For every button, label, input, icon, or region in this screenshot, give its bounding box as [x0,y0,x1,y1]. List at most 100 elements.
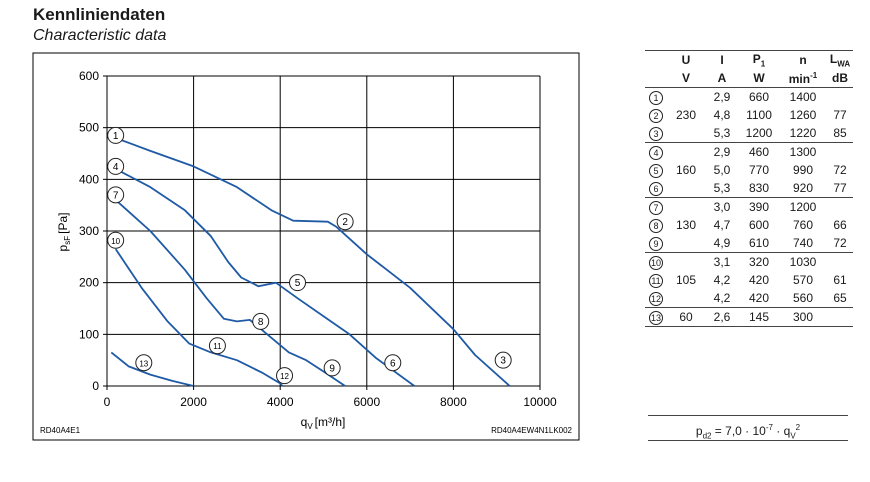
header-l: LWA [827,50,853,69]
formula: pd2 = 7,0 · 10-7 · qV2 [648,415,848,441]
curve-marker: 11 [208,337,226,355]
marker-label: 2 [342,217,348,228]
y-tick-label: 100 [79,327,99,341]
cell-n: 1400 [789,90,817,104]
cell-u [667,253,705,272]
cell-i: 3,0 [713,200,731,214]
cell-p: 830 [739,179,779,198]
y-axis-label-sub: sF [63,236,72,245]
header-u: U [667,50,705,69]
curve-marker: 2 [336,213,354,231]
curve-13 [110,351,194,387]
marker-label: 11 [213,342,222,351]
cell-u: 60 [667,307,705,327]
table-row: 5 160 5,0 770 990 72 [645,161,853,179]
table-row: 10 3,1 320 1030 [645,253,853,272]
x-tick-label: 6000 [353,395,380,409]
row-number-circle: 3 [649,126,663,141]
cell-l: 61 [833,273,847,287]
cell-i: 4,9 [705,234,739,253]
y-tick-label: 0 [92,379,99,393]
table-row: 11 105 4,2 420 570 61 [645,271,853,289]
cell-p: 610 [739,234,779,253]
curve-marker: 10 [107,231,125,249]
cell-p: 145 [739,307,779,327]
table-units-row: V A W min-1 dB [645,69,853,88]
table-row: 13 60 2,6 145 300 [645,307,853,327]
cell-i: 3,1 [713,255,731,269]
chart-ticks: 0 2000 4000 6000 8000 10000 0 100 200 300 400 500 60… [79,69,557,409]
chart-frame [32,52,580,441]
y-axis-label-unit: [Pa] [56,213,70,234]
row-number-circle: 5 [649,163,663,178]
formula-lhs-sub: d2 [702,431,712,441]
cell-l: 77 [833,108,847,122]
y-tick-label: 200 [79,276,99,290]
x-tick-label: 4000 [267,395,294,409]
header-i: I [705,50,739,69]
marker-circle [135,354,153,372]
cell-p: 660 [748,90,770,104]
header-n: n [779,50,827,69]
cell-u: 130 [675,218,697,232]
curve-marker: 9 [323,359,341,377]
cell-u [667,179,705,198]
cell-p: 460 [748,145,770,159]
cell-l [827,88,853,107]
marker-label: 3 [500,356,506,367]
marker-circle [276,367,294,385]
cell-u [667,234,705,253]
unit-u: V [667,69,705,88]
cell-n: 1260 [789,108,817,122]
cell-n: 560 [779,289,827,308]
x-tick-label: 10000 [523,395,557,409]
header-l-label: L [829,51,838,66]
x-tick-label: 2000 [180,395,207,409]
cell-p: 420 [739,289,779,308]
curve-7-8-9 [115,199,346,387]
curve-marker: 13 [135,354,153,372]
marker-circle [323,359,341,377]
cell-l: 72 [827,234,853,253]
x-tick-label: 0 [104,395,111,409]
cell-i: 4,8 [713,108,731,122]
cell-u [667,88,705,107]
curve-1-2-3 [115,137,511,387]
cell-p: 420 [748,273,770,287]
cell-l [827,143,853,162]
cell-p: 1100 [746,108,772,122]
cell-n: 1200 [789,200,817,214]
cell-l [827,307,853,327]
cell-i: 2,9 [713,90,731,104]
curve-4-5-6 [115,168,415,387]
page-title: Kennliniendaten [33,5,166,24]
unit-i: A [705,69,739,88]
cell-u [667,198,705,217]
table-row: 7 3,0 390 1200 [645,198,853,217]
marker-circle [289,274,307,292]
page-subtitle: Characteristic data [33,27,167,44]
row-number-cell: 3 [645,124,667,143]
cell-n: 300 [779,307,827,327]
table-row: 2 230 4,8 1100 1260 77 [645,106,853,124]
row-number-cell: 10 [645,253,667,272]
marker-label: 10 [111,237,120,246]
header-l-sub: WA [837,59,851,69]
row-number-cell: 6 [645,179,667,198]
row-number-cell: 1 [645,88,667,107]
cell-l: 85 [827,124,853,143]
row-number-circle: 2 [649,108,663,123]
marker-label: 7 [113,190,119,201]
cell-p: 320 [748,255,770,269]
table-row: 9 4,9 610 740 72 [645,234,853,253]
cell-l [827,198,853,217]
header-num [645,50,667,69]
row-number-circle: 10 [649,255,663,270]
row-number-cell: 13 [645,307,667,327]
cell-u: 160 [675,163,697,177]
row-number-circle: 4 [649,145,663,160]
cell-i: 4,7 [713,218,731,232]
header-p-label: P [752,51,761,66]
row-number-cell: 4 [645,143,667,162]
cell-i: 4,2 [713,273,731,287]
